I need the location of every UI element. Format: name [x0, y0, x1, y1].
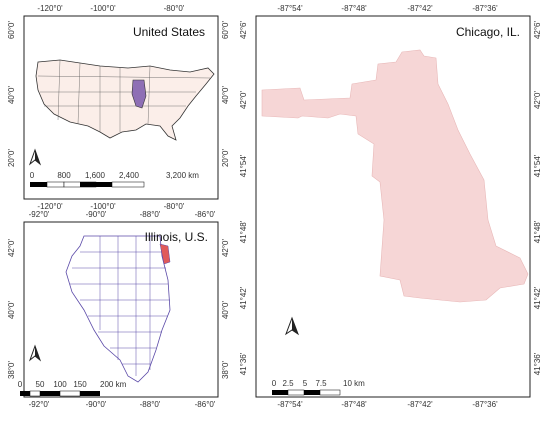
us-map — [35, 59, 215, 141]
scale-label: 2,400 — [119, 171, 140, 180]
y-tick-label: 42°6' — [239, 20, 248, 39]
y-tick-label: 40°0' — [221, 85, 230, 104]
panel-title: Chicago, IL. — [456, 25, 520, 39]
scale-bar — [30, 181, 145, 188]
x-tick-label: -92°0' — [29, 400, 50, 409]
y-tick-label: 40°0' — [221, 300, 230, 319]
y-tick-label: 42°0' — [221, 238, 230, 257]
scale-label: 50 — [36, 380, 45, 389]
y-tick-label: 41°36' — [533, 352, 542, 375]
panel-title: United States — [133, 25, 205, 39]
x-tick-label: -90°0' — [86, 210, 107, 219]
north-arrow — [35, 346, 40, 360]
y-tick-label: 41°54' — [239, 154, 248, 177]
x-tick-label: -86°0' — [195, 210, 216, 219]
scale-label: 3,200 km — [166, 171, 199, 180]
x-tick-label: -88°0' — [140, 400, 161, 409]
us-states — [37, 59, 211, 132]
x-tick-label: -87°42' — [407, 400, 433, 409]
x-tick-label: -87°48' — [341, 400, 367, 409]
x-tick-label: -80°0' — [164, 4, 185, 13]
scale-bar — [272, 389, 341, 396]
north-arrow — [35, 150, 40, 164]
scale-label: 800 — [57, 171, 71, 180]
scale-label: 150 — [73, 380, 87, 389]
x-tick-label: -87°36' — [472, 400, 498, 409]
scale-label: 0 — [272, 379, 277, 388]
scale-label: 0 — [30, 171, 35, 180]
scale-label: 2.5 — [282, 379, 294, 388]
scale-label: 200 km — [100, 380, 127, 389]
y-tick-label: 41°42' — [533, 286, 542, 309]
y-tick-label: 41°48' — [533, 220, 542, 243]
y-tick-label: 60°0' — [7, 20, 16, 39]
y-tick-label: 40°0' — [7, 85, 16, 104]
x-tick-label: -88°0' — [140, 210, 161, 219]
scale-label: 1,600 — [85, 171, 106, 180]
x-tick-label: -100°0' — [90, 202, 116, 211]
x-tick-label: -120°0' — [37, 4, 63, 13]
scale-label: 5 — [303, 379, 308, 388]
y-tick-label: 41°42' — [239, 286, 248, 309]
x-tick-label: -80°0' — [164, 202, 185, 211]
y-tick-label: 20°0' — [7, 148, 16, 167]
x-tick-label: -86°0' — [195, 400, 216, 409]
y-tick-label: 38°0' — [221, 360, 230, 379]
y-tick-label: 41°54' — [533, 154, 542, 177]
x-tick-label: -87°54' — [277, 400, 303, 409]
y-tick-label: 20°0' — [221, 148, 230, 167]
x-tick-label: -87°36' — [472, 4, 498, 13]
y-tick-label: 60°0' — [221, 20, 230, 39]
scale-label: 0 — [18, 380, 23, 389]
y-tick-label: 41°36' — [239, 352, 248, 375]
illinois-highlight — [131, 79, 147, 109]
scale-label: 10 km — [343, 379, 365, 388]
scale-label: 100 — [53, 380, 67, 389]
scale-label: 7.5 — [315, 379, 327, 388]
x-tick-label: -90°0' — [86, 400, 107, 409]
y-tick-label: 38°0' — [7, 360, 16, 379]
chicago-highlight — [159, 243, 171, 265]
scale-bar — [20, 390, 100, 397]
x-tick-label: -87°42' — [407, 4, 433, 13]
chicago-map — [261, 49, 529, 303]
panel-title: Illinois, U.S. — [145, 230, 208, 244]
x-tick-label: -87°48' — [341, 4, 367, 13]
x-tick-label: -120°0' — [37, 202, 63, 211]
x-tick-label: -92°0' — [29, 210, 50, 219]
y-tick-label: 41°48' — [239, 220, 248, 243]
north-arrow — [292, 318, 298, 334]
y-tick-label: 42°6' — [533, 20, 542, 39]
illinois-counties — [70, 236, 170, 376]
x-tick-label: -100°0' — [90, 4, 116, 13]
y-tick-label: 42°0' — [7, 238, 16, 257]
y-tick-label: 42°0' — [239, 90, 248, 109]
y-tick-label: 42°0' — [533, 90, 542, 109]
y-tick-label: 40°0' — [7, 300, 16, 319]
x-tick-label: -87°54' — [277, 4, 303, 13]
